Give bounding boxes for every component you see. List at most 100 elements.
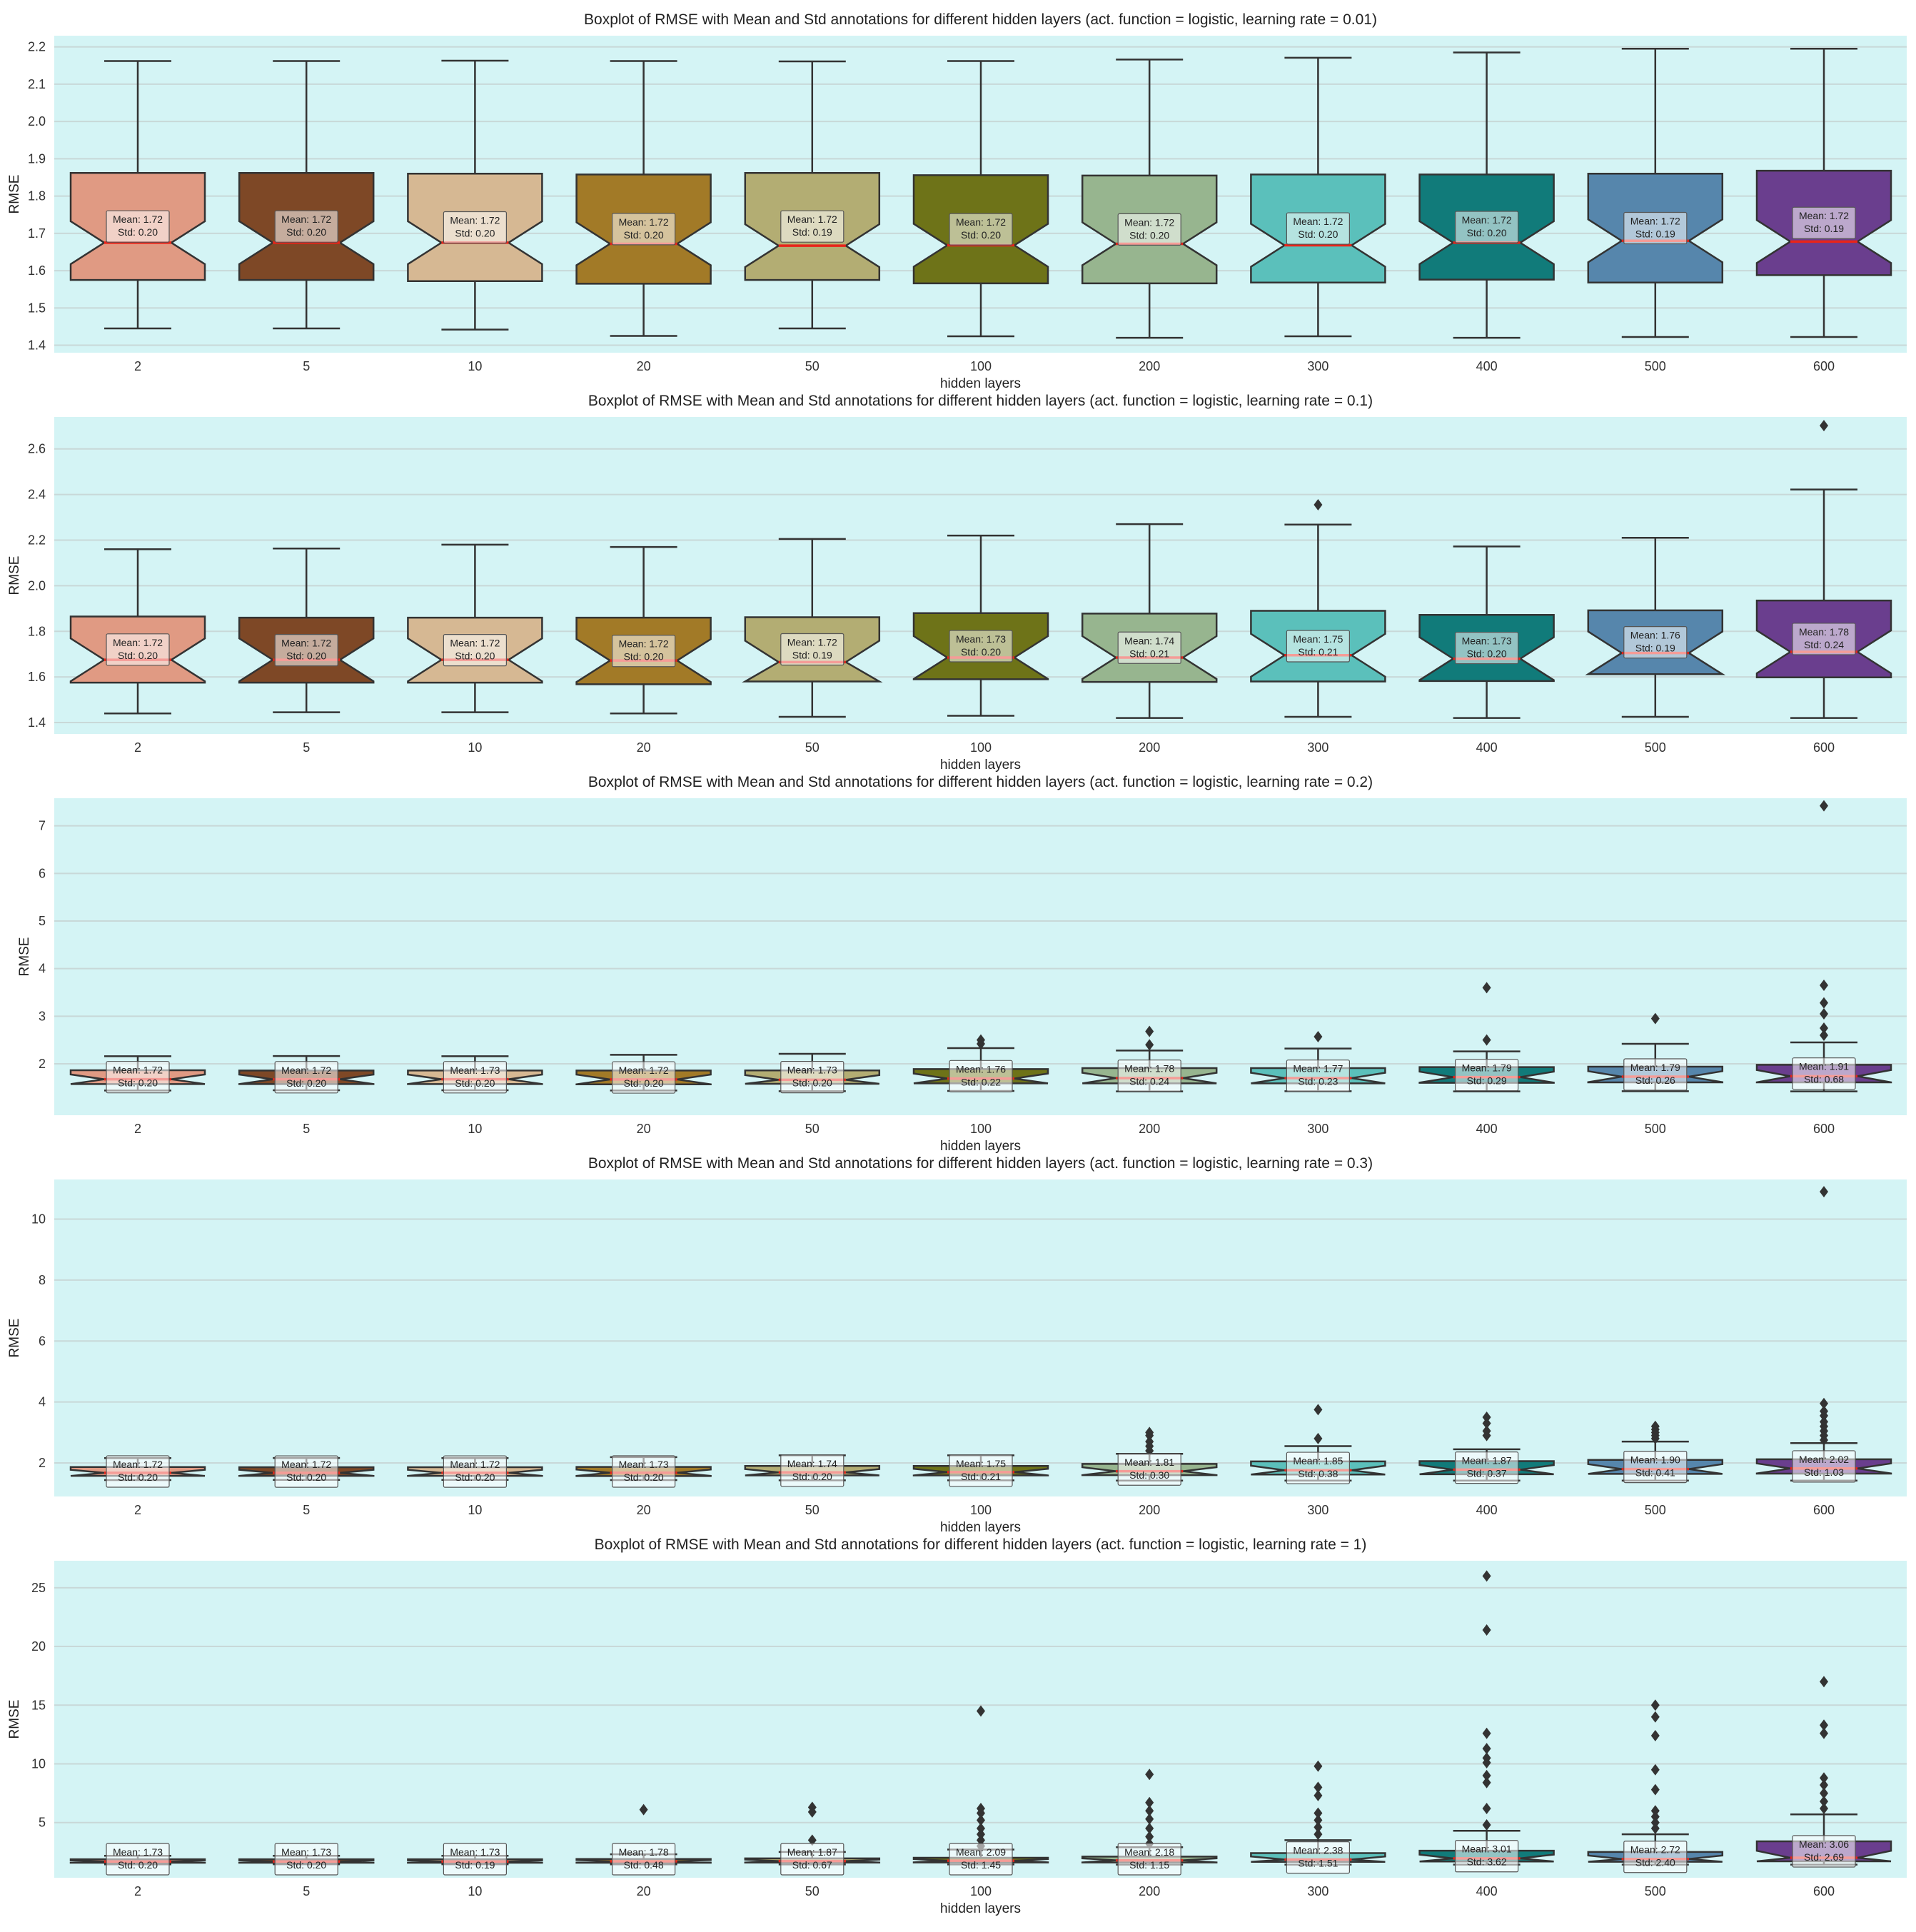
outlier-point: [1314, 1814, 1323, 1826]
annotation-box: [611, 1843, 676, 1876]
annotation-box: [1454, 1840, 1519, 1873]
x-tick-label: 5: [303, 1884, 310, 1898]
annotation-box: [780, 633, 844, 666]
mean-label: Mean: 1.73: [787, 1065, 837, 1076]
x-tick-label: 500: [1645, 359, 1666, 373]
mean-label: Mean: 1.72: [787, 636, 837, 648]
x-tick-label: 5: [303, 359, 310, 373]
chart-title: Boxplot of RMSE with Mean and Std annota…: [588, 774, 1373, 790]
y-tick-label: 2.1: [28, 77, 46, 91]
outlier-point: [1314, 1828, 1323, 1841]
x-tick-label: 50: [805, 359, 820, 373]
std-label: Std: 0.20: [118, 226, 158, 238]
outlier-point: [1314, 1821, 1323, 1833]
annotation-box: [949, 1060, 1013, 1092]
annotation-box: [1792, 1450, 1856, 1483]
box-300: Mean: 1.85 Std: 0.38: [1250, 1404, 1386, 1484]
outlier-point: [977, 1802, 985, 1814]
box-300: Mean: 2.38 Std: 1.51: [1250, 1760, 1386, 1874]
mean-label: Mean: 3.01: [1462, 1843, 1512, 1855]
std-label: Std: 0.20: [1129, 229, 1169, 241]
y-tick-label: 7: [39, 819, 46, 833]
x-tick-label: 20: [637, 740, 651, 755]
mean-std-annotation: Mean: 1.87 Std: 0.37: [1454, 1451, 1519, 1484]
mean-label: Mean: 1.87: [787, 1846, 837, 1858]
mean-label: Mean: 1.72: [113, 213, 163, 225]
mean-label: Mean: 1.75: [956, 1458, 1006, 1469]
std-label: Std: 0.22: [961, 1076, 1001, 1087]
annotation-box: [1286, 1060, 1351, 1092]
outlier-point: [1145, 1822, 1154, 1834]
y-axis-label: RMSE: [17, 937, 32, 977]
outlier-point: [1482, 982, 1491, 994]
std-label: Std: 0.19: [792, 649, 832, 660]
x-tick-label: 100: [970, 1503, 992, 1517]
std-label: Std: 0.20: [624, 229, 664, 241]
mean-label: Mean: 1.73: [619, 1459, 669, 1470]
outlier-point: [1145, 1813, 1154, 1825]
mean-std-annotation: Mean: 1.74 Std: 0.21: [1117, 631, 1181, 664]
outlier-point: [1314, 1432, 1323, 1444]
mean-std-annotation: Mean: 1.74 Std: 0.20: [780, 1454, 844, 1487]
outlier-point: [1820, 1186, 1828, 1198]
x-tick-label: 200: [1139, 359, 1160, 373]
mean-label: Mean: 1.73: [113, 1846, 163, 1858]
mean-label: Mean: 1.73: [1462, 635, 1512, 647]
std-label: Std: 1.15: [1129, 1859, 1169, 1871]
annotation-box: [443, 211, 508, 244]
x-tick-label: 300: [1307, 1122, 1328, 1136]
y-tick-label: 25: [31, 1581, 46, 1595]
outlier-point: [1820, 1416, 1828, 1428]
std-label: Std: 0.19: [792, 226, 832, 238]
x-tick-label: 50: [805, 1884, 820, 1898]
annotation-box: [1792, 623, 1856, 655]
std-label: Std: 0.20: [792, 1471, 832, 1482]
outlier-point: [977, 1828, 985, 1841]
y-tick-label: 1.8: [28, 189, 46, 203]
box-500: Mean: 1.79 Std: 0.26: [1587, 1012, 1724, 1092]
y-tick-label: 4: [39, 962, 46, 976]
outlier-point: [1820, 1397, 1828, 1409]
mean-label: Mean: 1.79: [1630, 1062, 1680, 1073]
annotation-box: [780, 1060, 844, 1094]
annotation-box: [274, 1061, 338, 1094]
mean-label: Mean: 1.72: [1462, 214, 1512, 226]
annotation-box: [443, 634, 508, 667]
outlier-point: [977, 1822, 985, 1834]
x-tick-label: 100: [970, 359, 992, 373]
mean-label: Mean: 1.72: [956, 216, 1006, 228]
x-tick-label: 200: [1139, 740, 1160, 755]
outlier-point: [1314, 1781, 1323, 1793]
outlier-point: [1820, 1030, 1828, 1041]
mean-label: Mean: 1.73: [956, 633, 1006, 645]
std-label: Std: 0.19: [1635, 643, 1675, 654]
outlier-point: [1820, 1772, 1828, 1784]
annotation-box: [1454, 211, 1519, 243]
mean-label: Mean: 1.73: [450, 1846, 500, 1858]
annotation-box: [949, 213, 1013, 246]
x-tick-label: 300: [1307, 1884, 1328, 1898]
std-label: Std: 0.20: [624, 651, 664, 663]
